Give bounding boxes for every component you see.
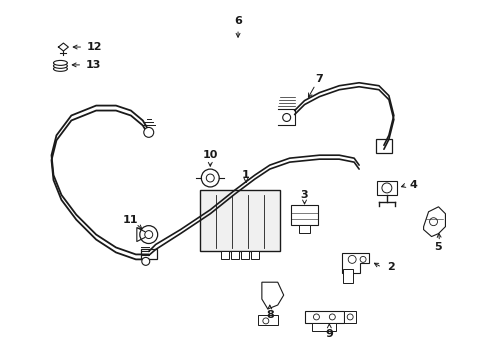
Circle shape [347,255,355,264]
Circle shape [328,314,335,320]
Circle shape [263,318,268,324]
Text: 4: 4 [409,180,417,190]
Circle shape [359,256,366,262]
Circle shape [144,231,152,239]
Circle shape [282,113,290,121]
Bar [298,225,310,233]
Bar [257,315,277,325]
Polygon shape [423,207,445,237]
Bar [344,311,355,323]
Bar [241,251,248,260]
Bar [290,205,318,225]
Text: 7: 7 [315,74,323,84]
Text: 6: 6 [234,16,242,26]
Bar [231,251,239,260]
Bar [250,251,258,260]
Circle shape [142,257,149,265]
Ellipse shape [53,66,67,71]
Bar [343,269,352,283]
Text: 2: 2 [386,262,394,272]
Text: 12: 12 [86,42,102,52]
Circle shape [206,174,214,182]
Bar [141,249,156,260]
Text: 10: 10 [202,150,218,160]
Circle shape [346,314,352,320]
Text: 9: 9 [325,329,333,339]
Circle shape [381,183,391,193]
Text: 1: 1 [242,170,249,180]
Text: 13: 13 [85,60,101,70]
Circle shape [428,218,437,226]
Circle shape [201,169,219,187]
Bar [375,139,391,153]
Polygon shape [342,253,368,273]
Circle shape [313,314,319,320]
Text: 8: 8 [265,310,273,320]
Text: 5: 5 [434,243,442,252]
Bar [221,251,229,260]
Ellipse shape [53,60,67,66]
Bar [376,181,396,195]
Text: 11: 11 [123,215,139,225]
Circle shape [140,226,157,243]
Text: 3: 3 [300,190,308,200]
Polygon shape [262,282,283,309]
Ellipse shape [53,63,67,68]
Bar [200,190,279,251]
Bar [312,323,336,331]
Circle shape [143,127,153,137]
Bar [304,311,344,323]
